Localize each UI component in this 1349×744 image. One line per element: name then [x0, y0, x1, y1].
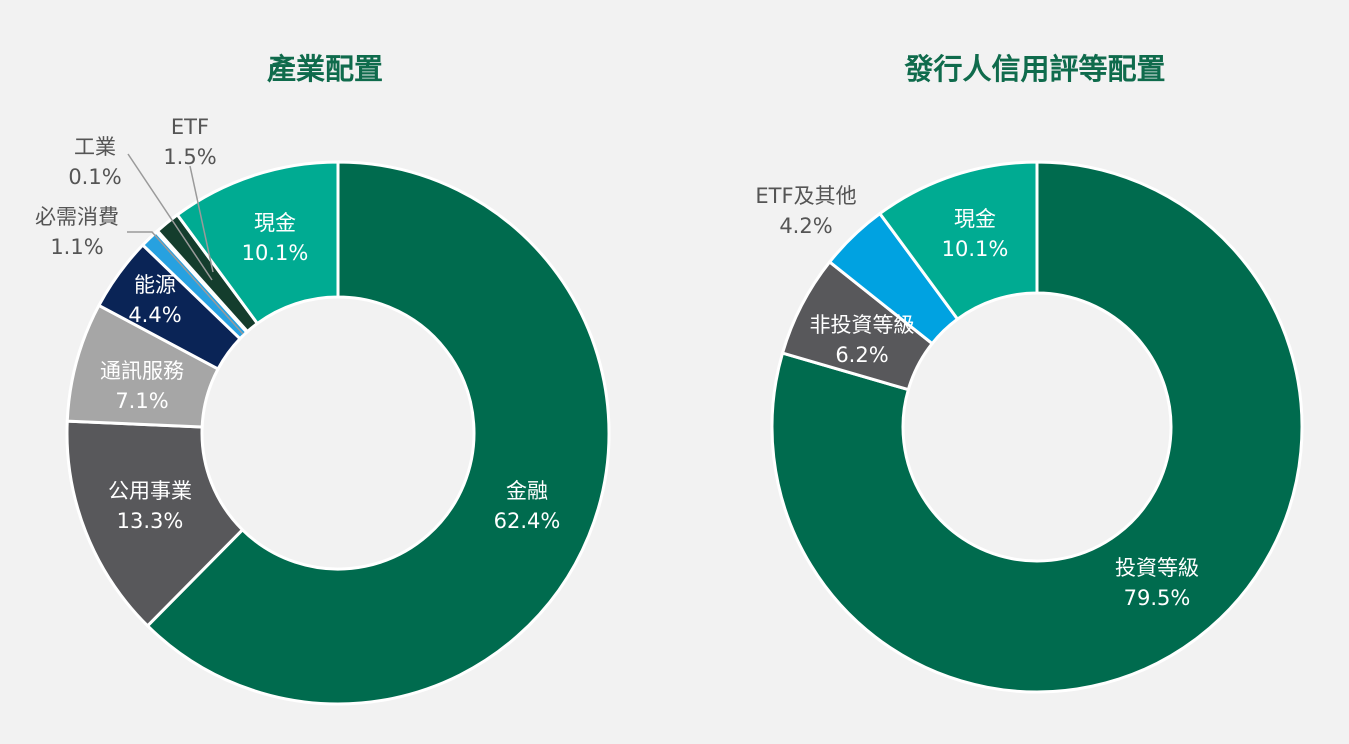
slice-value-c0-s0: 62.4%: [494, 509, 561, 533]
chart-title-credit-rating: 發行人信用評等配置: [904, 52, 1166, 86]
slice-label-c1-s3: 現金: [954, 207, 996, 231]
slice-label-c1-s2: ETF及其他: [755, 184, 856, 208]
slice-label-c1-s1: 非投資等級: [810, 313, 915, 337]
slice-value-c0-s7: 10.1%: [242, 241, 309, 265]
slice-value-c1-s1: 6.2%: [835, 343, 888, 367]
slice-value-c0-s2: 7.1%: [115, 389, 168, 413]
slice-label-c0-s6: ETF: [171, 115, 209, 139]
slice-c0-s1: [65, 419, 244, 628]
chart-title-industry: 產業配置: [266, 52, 383, 86]
slice-c0-s0: [146, 160, 611, 706]
slice-value-c0-s4: 1.1%: [50, 235, 103, 259]
donut-chart-2: 投資等級 79.5% 非投資等級 6.2% ETF及其他 4.2% 現金 10.1%: [755, 160, 1304, 694]
donut-chart-1: 金融 62.4% 公用事業 13.3% 通訊服務 7.1% 能源 4.4% 必需消費 1.1% 工業…: [35, 115, 611, 706]
leader-line-c0-s5: [127, 153, 213, 281]
slice-value-c1-s3: 10.1%: [942, 237, 1009, 261]
slice-label-c0-s0: 金融: [506, 479, 548, 503]
slice-value-c1-s2: 4.2%: [779, 214, 832, 238]
slice-value-c1-s0: 79.5%: [1124, 586, 1191, 610]
slice-label-c0-s3: 能源: [134, 273, 176, 297]
leader-line-c0-s6: [189, 165, 214, 273]
slice-value-c0-s6: 1.5%: [163, 145, 216, 169]
slice-c1-s0: [770, 160, 1304, 694]
slice-value-c0-s1: 13.3%: [117, 509, 184, 533]
slice-label-c1-s0: 投資等級: [1115, 556, 1199, 580]
slice-value-c0-s5: 0.1%: [68, 165, 121, 189]
leader-line-c0-s4: [127, 231, 244, 335]
slice-value-c0-s3: 4.4%: [128, 303, 181, 327]
slice-label-c0-s5: 工業: [74, 135, 116, 159]
slice-c0-s7: [175, 160, 340, 325]
slice-label-c0-s7: 現金: [254, 211, 296, 235]
slice-c1-s3: [878, 160, 1039, 321]
slice-label-c0-s4: 必需消費: [35, 205, 119, 229]
slice-label-c0-s1: 公用事業: [108, 479, 192, 503]
slice-label-c0-s2: 通訊服務: [100, 359, 184, 383]
